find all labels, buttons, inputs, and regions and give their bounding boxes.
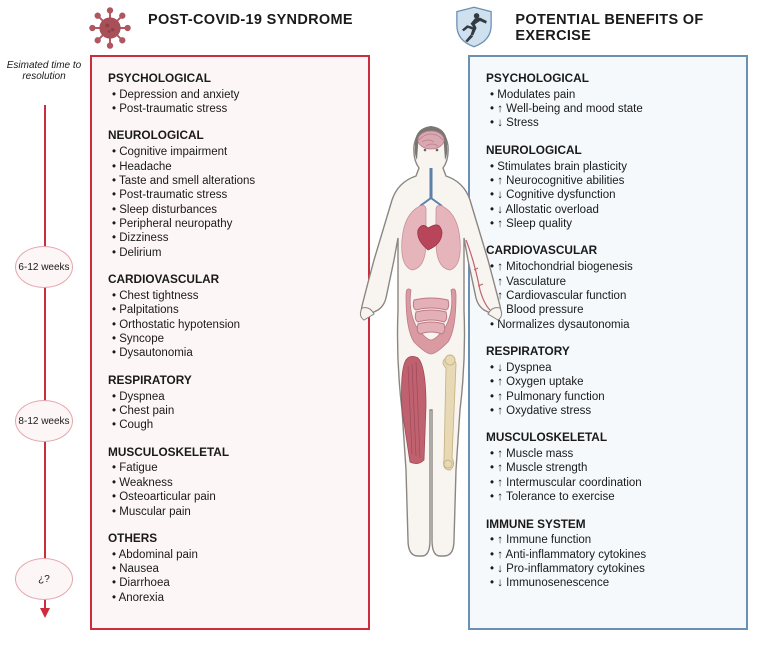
list-item: Dyspnea xyxy=(108,390,352,404)
list-item: Allostatic overload xyxy=(486,203,730,217)
list-item: Normalizes dysautonomia xyxy=(486,318,730,332)
section-title: RESPIRATORY xyxy=(108,373,352,388)
right-section-musculoskeletal: MUSCULOSKELETAL Muscle massMuscle strengt… xyxy=(486,430,730,504)
section-title: CARDIOVASCULAR xyxy=(108,272,352,287)
list-item: Nausea xyxy=(108,562,352,576)
list-item: Weakness xyxy=(108,476,352,490)
list-item: Fatigue xyxy=(108,461,352,475)
list-item: Post-traumatic stress xyxy=(108,102,352,116)
list-item: Dysautonomia xyxy=(108,346,352,360)
left-section-musculoskeletal: MUSCULOSKELETALFatigueWeaknessOsteoartic… xyxy=(108,445,352,519)
list-item: Taste and smell alterations xyxy=(108,174,352,188)
timeline-marker-1: 8-12 weeks xyxy=(15,400,73,442)
timeline-arrow-icon xyxy=(44,105,46,610)
list-item: Cognitive dysfunction xyxy=(486,188,730,202)
right-section-neurological: NEUROLOGICAL Stimulates brain plasticityN… xyxy=(486,143,730,232)
list-item: Post-traumatic stress xyxy=(108,188,352,202)
list-item: Modulates pain xyxy=(486,88,730,102)
list-item: Immune function xyxy=(486,533,730,547)
list-item: Cardiovascular function xyxy=(486,289,730,303)
timeline-marker-0: 6-12 weeks xyxy=(15,246,73,288)
list-item: Immunosenescence xyxy=(486,576,730,590)
list-item: Abdominal pain xyxy=(108,548,352,562)
list-item: Intermuscular coordination xyxy=(486,476,730,490)
list-item: Syncope xyxy=(108,332,352,346)
section-title: PSYCHOLOGICAL xyxy=(108,71,352,86)
right-section-respiratory: RESPIRATORY DyspneaOxygen uptakePulmonary… xyxy=(486,344,730,418)
left-section-psychological: PSYCHOLOGICAL Depression and anxietyPost-… xyxy=(108,71,352,116)
section-title: RESPIRATORY xyxy=(486,344,730,359)
right-section-immune-system: IMMUNE SYSTEMImmune functionAnti-inflamm… xyxy=(486,517,730,591)
list-item: Blood pressure xyxy=(486,303,730,317)
list-item: Cognitive impairment xyxy=(108,145,352,159)
list-item: Muscular pain xyxy=(108,505,352,519)
left-section-neurological: NEUROLOGICAL Cognitive impairmentHeadache… xyxy=(108,128,352,260)
list-item: Delirium xyxy=(108,246,352,260)
list-item: Well-being and mood state xyxy=(486,102,730,116)
left-section-respiratory: RESPIRATORY DyspneaChest painCough xyxy=(108,373,352,433)
list-item: Muscle mass xyxy=(486,447,730,461)
section-title: NEUROLOGICAL xyxy=(486,143,730,158)
list-item: Depression and anxiety xyxy=(108,88,352,102)
list-item: Pro-inflammatory cytokines xyxy=(486,562,730,576)
list-item: Chest tightness xyxy=(108,289,352,303)
list-item: Chest pain xyxy=(108,404,352,418)
list-item: Dyspnea xyxy=(486,361,730,375)
list-item: Osteoarticular pain xyxy=(108,490,352,504)
list-item: Peripheral neuropathy xyxy=(108,217,352,231)
list-item: Tolerance to exercise xyxy=(486,490,730,504)
list-item: Sleep quality xyxy=(486,217,730,231)
section-title: NEUROLOGICAL xyxy=(108,128,352,143)
list-item: Diarrhoea xyxy=(108,576,352,590)
list-item: Stress xyxy=(486,116,730,130)
section-title: MUSCULOSKELETAL xyxy=(486,430,730,445)
left-panel-title: POST-COVID-19 SYNDROME xyxy=(90,12,353,28)
exercise-benefits-panel: PSYCHOLOGICAL Modulates painWell-being an… xyxy=(468,55,748,630)
list-item: Oxygen uptake xyxy=(486,375,730,389)
list-item: Palpitations xyxy=(108,303,352,317)
list-item: Cough xyxy=(108,418,352,432)
section-title: CARDIOVASCULAR xyxy=(486,243,730,258)
section-title: PSYCHOLOGICAL xyxy=(486,71,730,86)
timeline-label: Esimated time to resolution xyxy=(5,60,83,82)
list-item: Muscle strength xyxy=(486,461,730,475)
list-item: Anti-inflammatory cytokines xyxy=(486,548,730,562)
left-section-others: OTHERS Abdominal painNauseaDiarrhoeaAnore… xyxy=(108,531,352,605)
list-item: Stimulates brain plasticity xyxy=(486,160,730,174)
list-item: Oxydative stress xyxy=(486,404,730,418)
list-item: Headache xyxy=(108,160,352,174)
left-section-cardiovascular: CARDIOVASCULAR Chest tightnessPalpitation… xyxy=(108,272,352,361)
right-panel-title: POTENTIAL BENEFITS OF EXERCISE xyxy=(460,12,769,44)
section-title: MUSCULOSKELETAL xyxy=(108,445,352,460)
right-section-psychological: PSYCHOLOGICAL Modulates painWell-being an… xyxy=(486,71,730,131)
right-section-cardiovascular: CARDIOVASCULAR Mitochondrial biogenesisV… xyxy=(486,243,730,332)
list-item: Dizziness xyxy=(108,231,352,245)
timeline-marker-2: ¿? xyxy=(15,558,73,600)
list-item: Mitochondrial biogenesis xyxy=(486,260,730,274)
list-item: Neurocognitive abilities xyxy=(486,174,730,188)
list-item: Anorexia xyxy=(108,591,352,605)
list-item: Orthostatic hypotension xyxy=(108,318,352,332)
list-item: Vasculature xyxy=(486,275,730,289)
section-title: IMMUNE SYSTEM xyxy=(486,517,730,532)
post-covid-panel: PSYCHOLOGICALDepression and anxietyPost-… xyxy=(90,55,370,630)
timeline: Esimated time to resolution 6-12 weeks 8-… xyxy=(5,60,83,620)
list-item: Pulmonary function xyxy=(486,390,730,404)
section-title: OTHERS xyxy=(108,531,352,546)
list-item: Sleep disturbances xyxy=(108,203,352,217)
